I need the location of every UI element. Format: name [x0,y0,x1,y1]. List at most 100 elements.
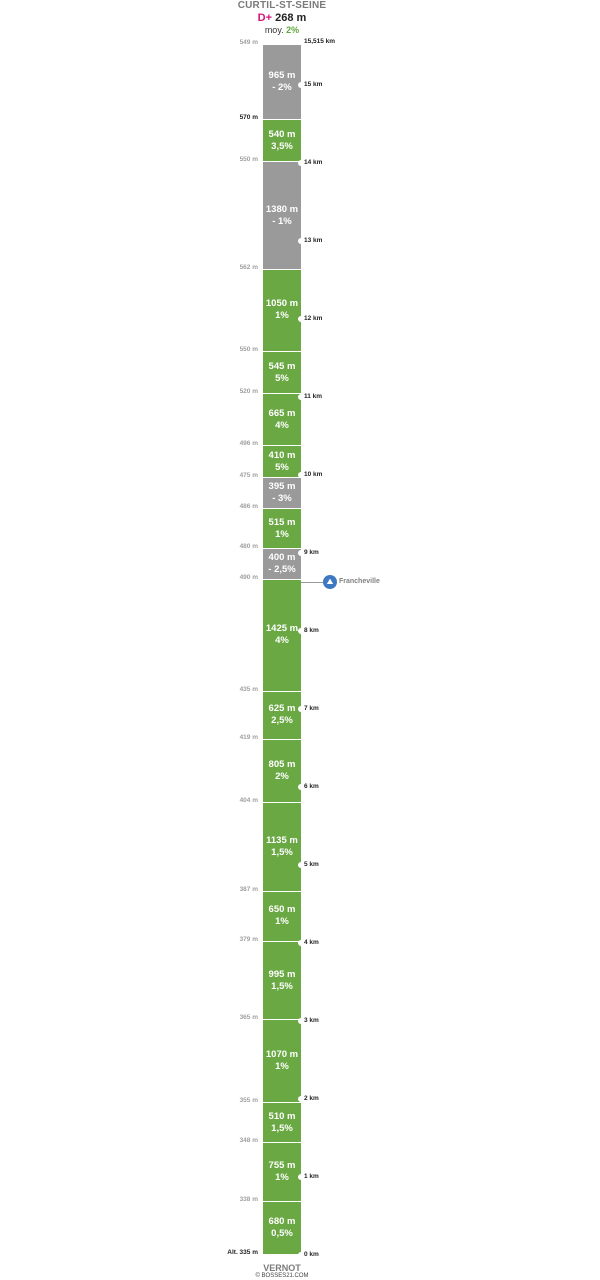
km-marker-label: 14 km [304,159,323,167]
km-marker-label: 0 km [304,1251,319,1258]
segment-length: 545 m [268,360,296,372]
km-notch [298,1174,304,1180]
km-marker-label: 3 km [304,1017,319,1025]
altitude-label: 379 m [239,936,258,944]
segment-length: 995 m [268,968,296,980]
altitude-label: 475 m [239,472,258,480]
segment-grade: 1,5% [271,846,293,858]
segment-grade: 4% [275,419,289,431]
segment-length: 515 m [268,516,296,528]
km-marker-label: 10 km [304,471,323,479]
segment-length: 410 m [268,449,296,461]
km-notch [298,862,304,869]
altitude-label: 348 m [239,1137,258,1145]
segment-length: 625 m [268,703,296,715]
profile-segment: 545 m 5% [263,351,301,395]
poi-label: Francheville [339,578,380,585]
profile-segment: 1135 m 1,5% [263,803,301,892]
segment-grade: 1% [275,528,289,540]
altitude-label: 404 m [239,797,258,805]
profile-segment: 400 m- 2,5% [263,549,301,581]
segment-grade: 1,5% [271,1122,293,1134]
segment-length: 1070 m [265,1049,299,1061]
segment-length: 755 m [268,1160,296,1172]
km-notch [298,82,304,89]
segment-length: 680 m [268,1215,296,1227]
total-distance: 15,515 km [304,38,336,45]
dplus-value: 268 m [275,12,307,24]
profile-segment: 680 m 0,5% [263,1201,301,1255]
segment-length: 1380 m [265,203,299,215]
segment-grade: 2% [275,771,289,783]
profile-segment: 625 m 2,5% [263,691,301,741]
altitude-label: 486 m [239,503,258,511]
profile-segment: 665 m 4% [263,394,301,447]
km-marker-label: 6 km [304,783,319,791]
profile-segment: 1380 m- 1% [263,162,301,270]
profile-segment: 395 m- 3% [263,478,301,510]
km-notch [298,1096,304,1103]
segment-length: 1425 m [265,623,299,635]
km-marker-label: 15 km [304,81,323,89]
altitude-label: 520 m [239,388,258,396]
km-notch [298,316,304,323]
segment-grade: - 3% [272,493,292,505]
profile-segment: 1425 m 4% [263,580,301,692]
km-notch [298,940,304,947]
segment-grade: 1% [275,916,289,928]
altitude-label: 435 m [239,685,258,693]
segment-grade: - 1% [272,215,292,227]
elevation-gain: D+ 268 m [150,12,414,24]
altitude-label: Alt. 335 m [227,1249,258,1256]
km-notch [298,394,304,401]
km-marker-label: 5 km [304,861,319,869]
cyclist-icon[interactable]: ⛰ [323,575,337,589]
altitude-label: 387 m [239,885,258,893]
km-notch [298,1018,304,1025]
segment-grade: 2,5% [271,715,293,727]
altitude-label: 550 m [239,345,258,353]
segment-grade: - 2,5% [268,564,296,576]
km-notch [298,1252,304,1258]
segment-length: 400 m [268,552,296,564]
segment-length: 510 m [268,1110,296,1122]
km-marker-label: 8 km [304,627,319,635]
route-start-city: CURTIL-ST-SEINE [237,0,327,11]
segment-grade: 1% [275,1172,289,1184]
altitude-label: 480 m [239,543,258,551]
altitude-label: 496 m [239,440,258,448]
segment-length: 805 m [268,759,296,771]
profile-segment: 755 m 1% [263,1143,301,1202]
km-marker-label: 12 km [304,315,323,323]
segment-grade: 5% [275,461,289,473]
segment-grade: - 2% [272,82,292,94]
altitude-label: 365 m [239,1013,258,1021]
segment-grade: 0,5% [271,1227,293,1239]
profile-segment: 510 m 1,5% [263,1103,301,1144]
segment-length: 1050 m [265,298,299,310]
km-notch [298,160,304,167]
km-notch [298,238,304,245]
copyright: © BOSSES21.COM [255,1273,309,1279]
average-grade: moy. 2% [150,25,414,35]
altitude-label: 355 m [239,1097,258,1105]
altitude-label: 570 m [239,114,258,122]
profile-segment: 995 m 1,5% [263,942,301,1020]
km-marker-label: 13 km [304,237,323,245]
start-altitude: 549 m [239,39,258,46]
profile-segment: 410 m 5% [263,446,301,479]
altitude-label: 490 m [239,574,258,582]
segment-length: 965 m [268,70,296,82]
altitude-label: 550 m [239,156,258,164]
elevation-profile: 965 m- 2% 540 m 3,5% 1380 m- 1% 1050 m 1% 545 … [263,45,301,1255]
profile-segment: 540 m 3,5% [263,120,301,163]
profile-segment: 1050 m 1% [263,269,301,352]
km-marker-label: 4 km [304,939,319,947]
km-marker-label: 7 km [304,705,319,713]
segment-length: 665 m [268,407,296,419]
segment-grade: 5% [275,372,289,384]
segment-length: 1135 m [266,834,298,846]
km-notch [298,472,304,479]
profile-segment: 805 m 2% [263,740,301,804]
km-marker-label: 1 km [304,1173,319,1180]
